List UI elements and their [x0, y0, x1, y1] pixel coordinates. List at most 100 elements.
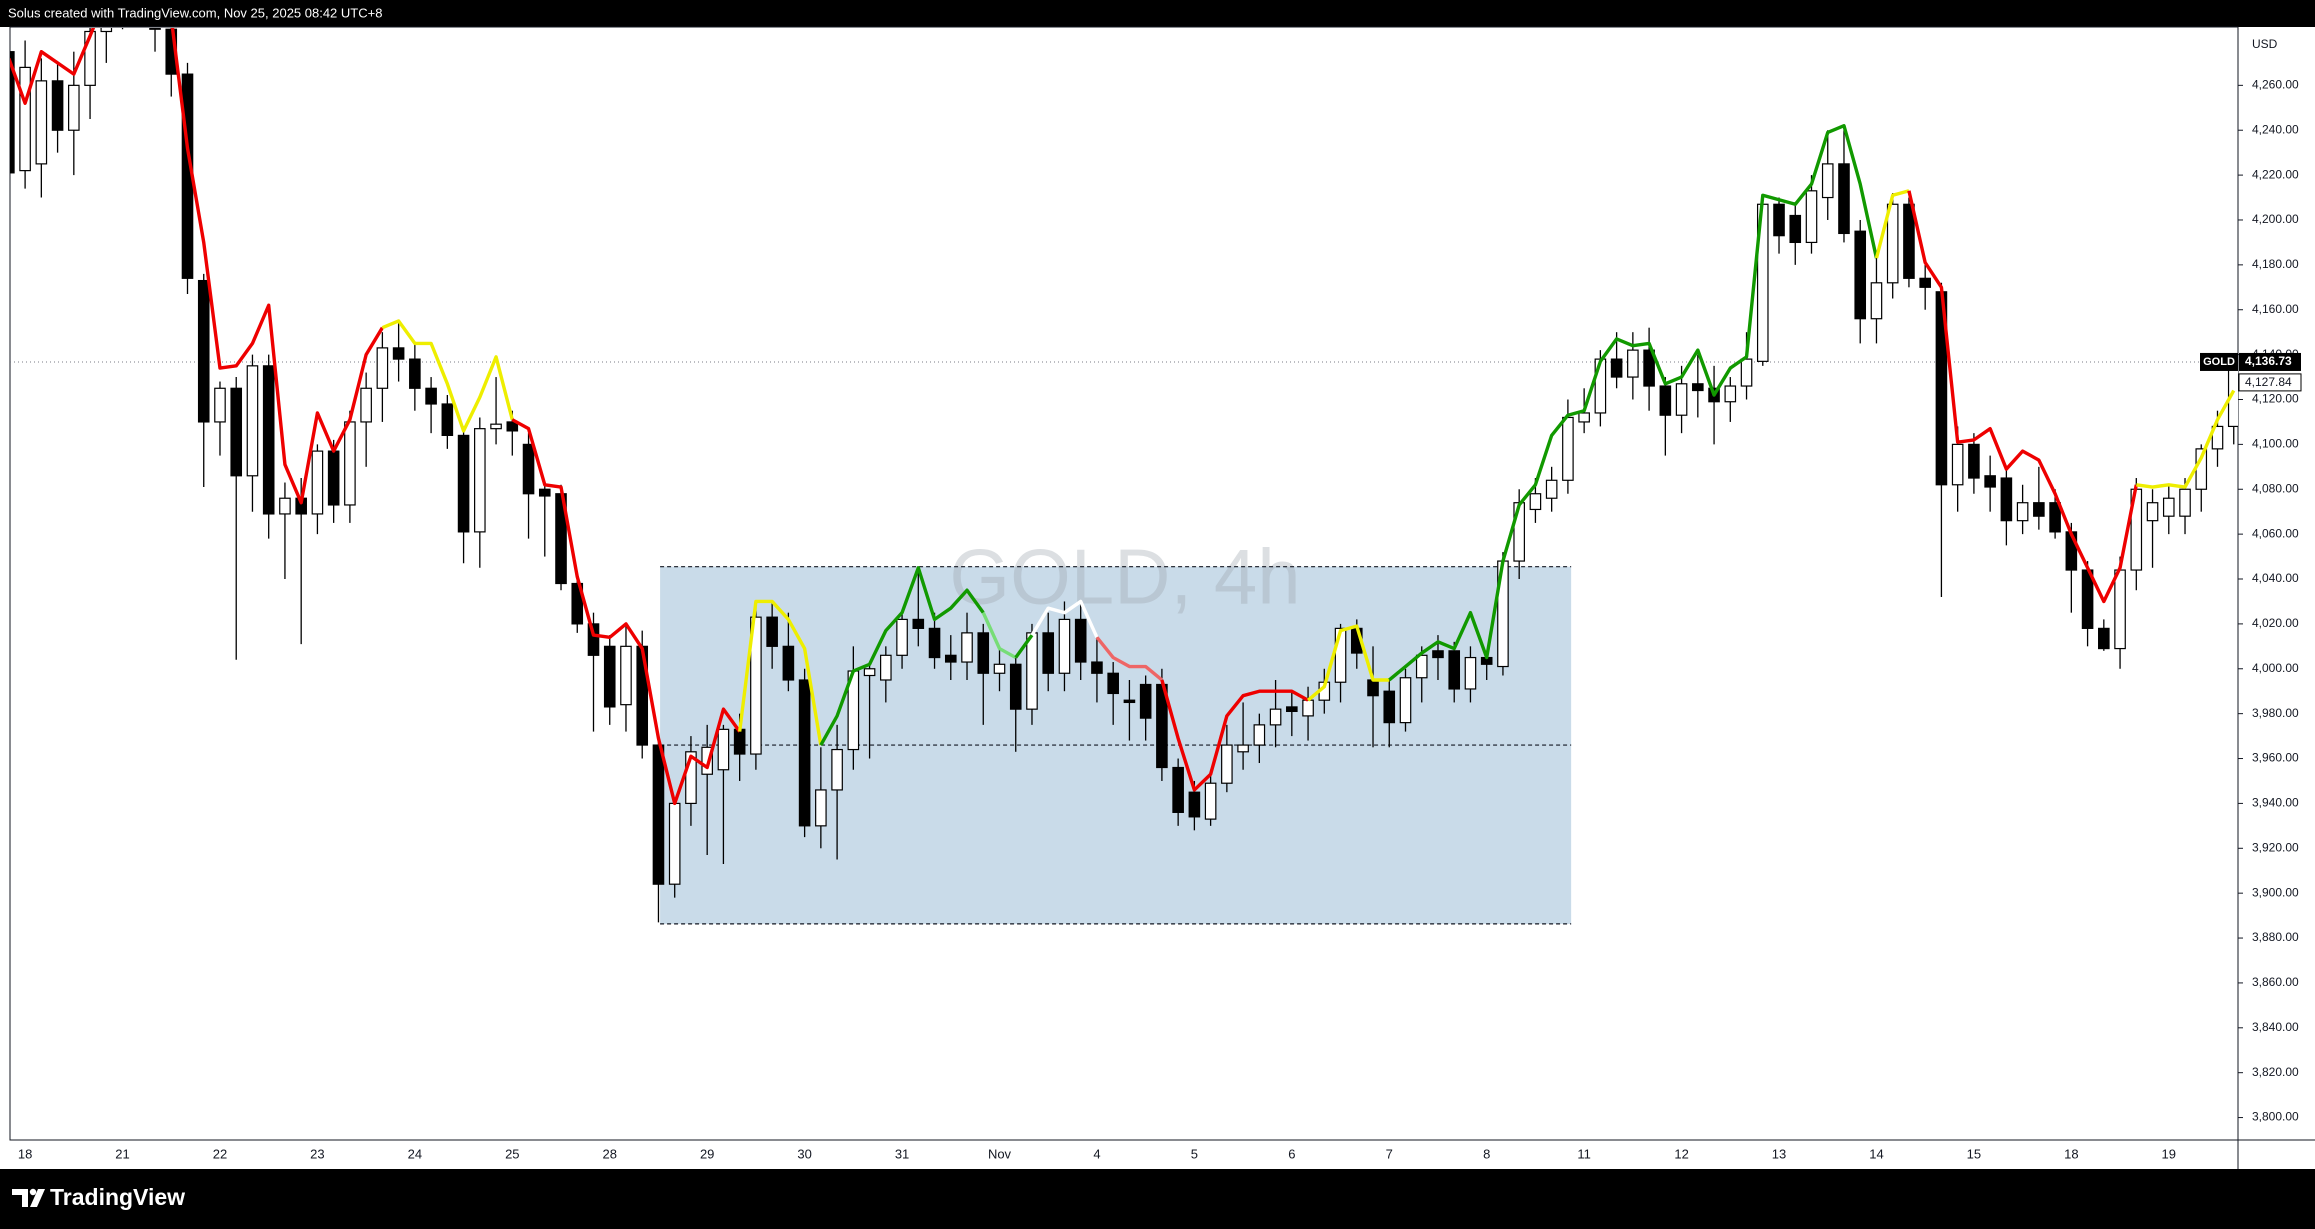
y-tick-label: 4,060.00 [2252, 526, 2299, 540]
x-tick-label: 6 [1288, 1146, 1295, 1161]
candle-body [912, 618, 925, 629]
candle-body [1545, 479, 1558, 499]
candle-body [1562, 416, 1574, 481]
y-tick-label: 3,820.00 [2252, 1065, 2299, 1079]
x-tick-label: 23 [310, 1146, 324, 1161]
candle-body [1253, 724, 1266, 746]
y-tick-label: 3,880.00 [2252, 930, 2299, 944]
x-tick-label: 24 [408, 1146, 422, 1161]
y-tick-label: 4,240.00 [2252, 122, 2299, 136]
y-tick-label: 4,120.00 [2252, 392, 2299, 406]
candle-body [1399, 677, 1412, 724]
y-tick-label: 4,100.00 [2252, 437, 2299, 451]
candle-body [1903, 203, 1915, 279]
y-tick-label: 4,000.00 [2252, 661, 2299, 675]
watermark: GOLD, 4h [949, 533, 1300, 621]
candle-body [750, 616, 762, 755]
indicator-line [737, 599, 823, 746]
candle-body [1724, 385, 1737, 403]
candle-body [701, 746, 713, 775]
candle-body [1091, 661, 1103, 674]
x-tick-label: 12 [1674, 1146, 1688, 1161]
candle-body [1919, 277, 1931, 288]
candle-body [1610, 358, 1623, 378]
candle-body [896, 618, 908, 656]
candle-body [1984, 475, 1996, 488]
indicator-line [381, 319, 514, 433]
candle-body [668, 802, 681, 885]
candle-body [441, 403, 454, 436]
candle-body [733, 728, 746, 755]
indicator-line [2136, 389, 2236, 489]
y-tick-label: 4,080.00 [2252, 481, 2299, 495]
header-text: Solus created with TradingView.com, Nov … [8, 5, 382, 20]
candle-body [311, 450, 324, 515]
last-price-symbol-badge [2200, 352, 2238, 371]
plot: GOLD, 4h [10, 28, 2238, 925]
candle-body [1009, 663, 1022, 710]
candle-body [1107, 672, 1119, 695]
candle-body [1838, 163, 1850, 235]
candle-body [1675, 383, 1688, 416]
x-tick-label: 14 [1869, 1146, 1883, 1161]
candle-body [603, 645, 616, 708]
indicator-line [1030, 599, 1099, 639]
candle-body [1448, 650, 1461, 690]
logo-shape [29, 1188, 37, 1196]
y-tick-label: 4,220.00 [2252, 167, 2299, 181]
x-tick-label: 4 [1093, 1146, 1100, 1161]
candle-body [1870, 282, 1883, 320]
last-price-label: 4,136.73 [2245, 354, 2292, 368]
candle-body [279, 497, 291, 515]
candle-body [815, 789, 827, 827]
candle-body [1415, 654, 1428, 679]
candle-body [100, 28, 113, 33]
candle-body [1139, 683, 1152, 719]
y-tick-label: 4,020.00 [2252, 616, 2299, 630]
candle-body [214, 387, 226, 423]
y-tick-label: 3,920.00 [2252, 840, 2299, 854]
x-tick-label: 7 [1386, 1146, 1393, 1161]
other-price-label: 4,127.84 [2245, 375, 2292, 389]
candle-body [717, 728, 730, 771]
x-tick-label: 31 [895, 1146, 909, 1161]
candle-body [977, 632, 990, 674]
candle-body [944, 654, 957, 663]
x-tick-label: 19 [2162, 1146, 2176, 1161]
candle-body [392, 347, 405, 360]
candle-body [1464, 656, 1477, 690]
indicator-line [1388, 124, 1879, 682]
x-tick-label: 5 [1191, 1146, 1198, 1161]
x-tick-label: 29 [700, 1146, 714, 1161]
y-tick-label: 4,200.00 [2252, 212, 2299, 226]
indicator-line [1874, 189, 1910, 259]
candle-body [490, 423, 502, 430]
candle-body [587, 623, 600, 656]
candle-body [1123, 699, 1136, 704]
candle-body [376, 347, 389, 389]
candle-body [993, 663, 1006, 674]
candle-body [1821, 163, 1834, 199]
candle-body [51, 80, 64, 131]
logo-shape [12, 1189, 28, 1207]
candle-body [246, 365, 259, 477]
x-tick-label: 15 [1967, 1146, 1981, 1161]
indicator-line [1306, 624, 1390, 702]
y-tick-label: 4,040.00 [2252, 571, 2299, 585]
indicator-line [511, 418, 742, 806]
candle-body [831, 748, 843, 791]
x-tick-label: 30 [797, 1146, 811, 1161]
candle-body [2179, 488, 2191, 517]
candle-body [1773, 203, 1785, 237]
x-tick-label: 18 [18, 1146, 32, 1161]
footer-bar [0, 1169, 2315, 1229]
candle-body [1188, 791, 1201, 818]
indicator-line [819, 566, 985, 746]
x-tick-label: 8 [1483, 1146, 1490, 1161]
candle-body [19, 66, 31, 172]
candle-body [1237, 744, 1249, 753]
candle-body [2000, 477, 2013, 522]
candle-body [1058, 618, 1071, 674]
